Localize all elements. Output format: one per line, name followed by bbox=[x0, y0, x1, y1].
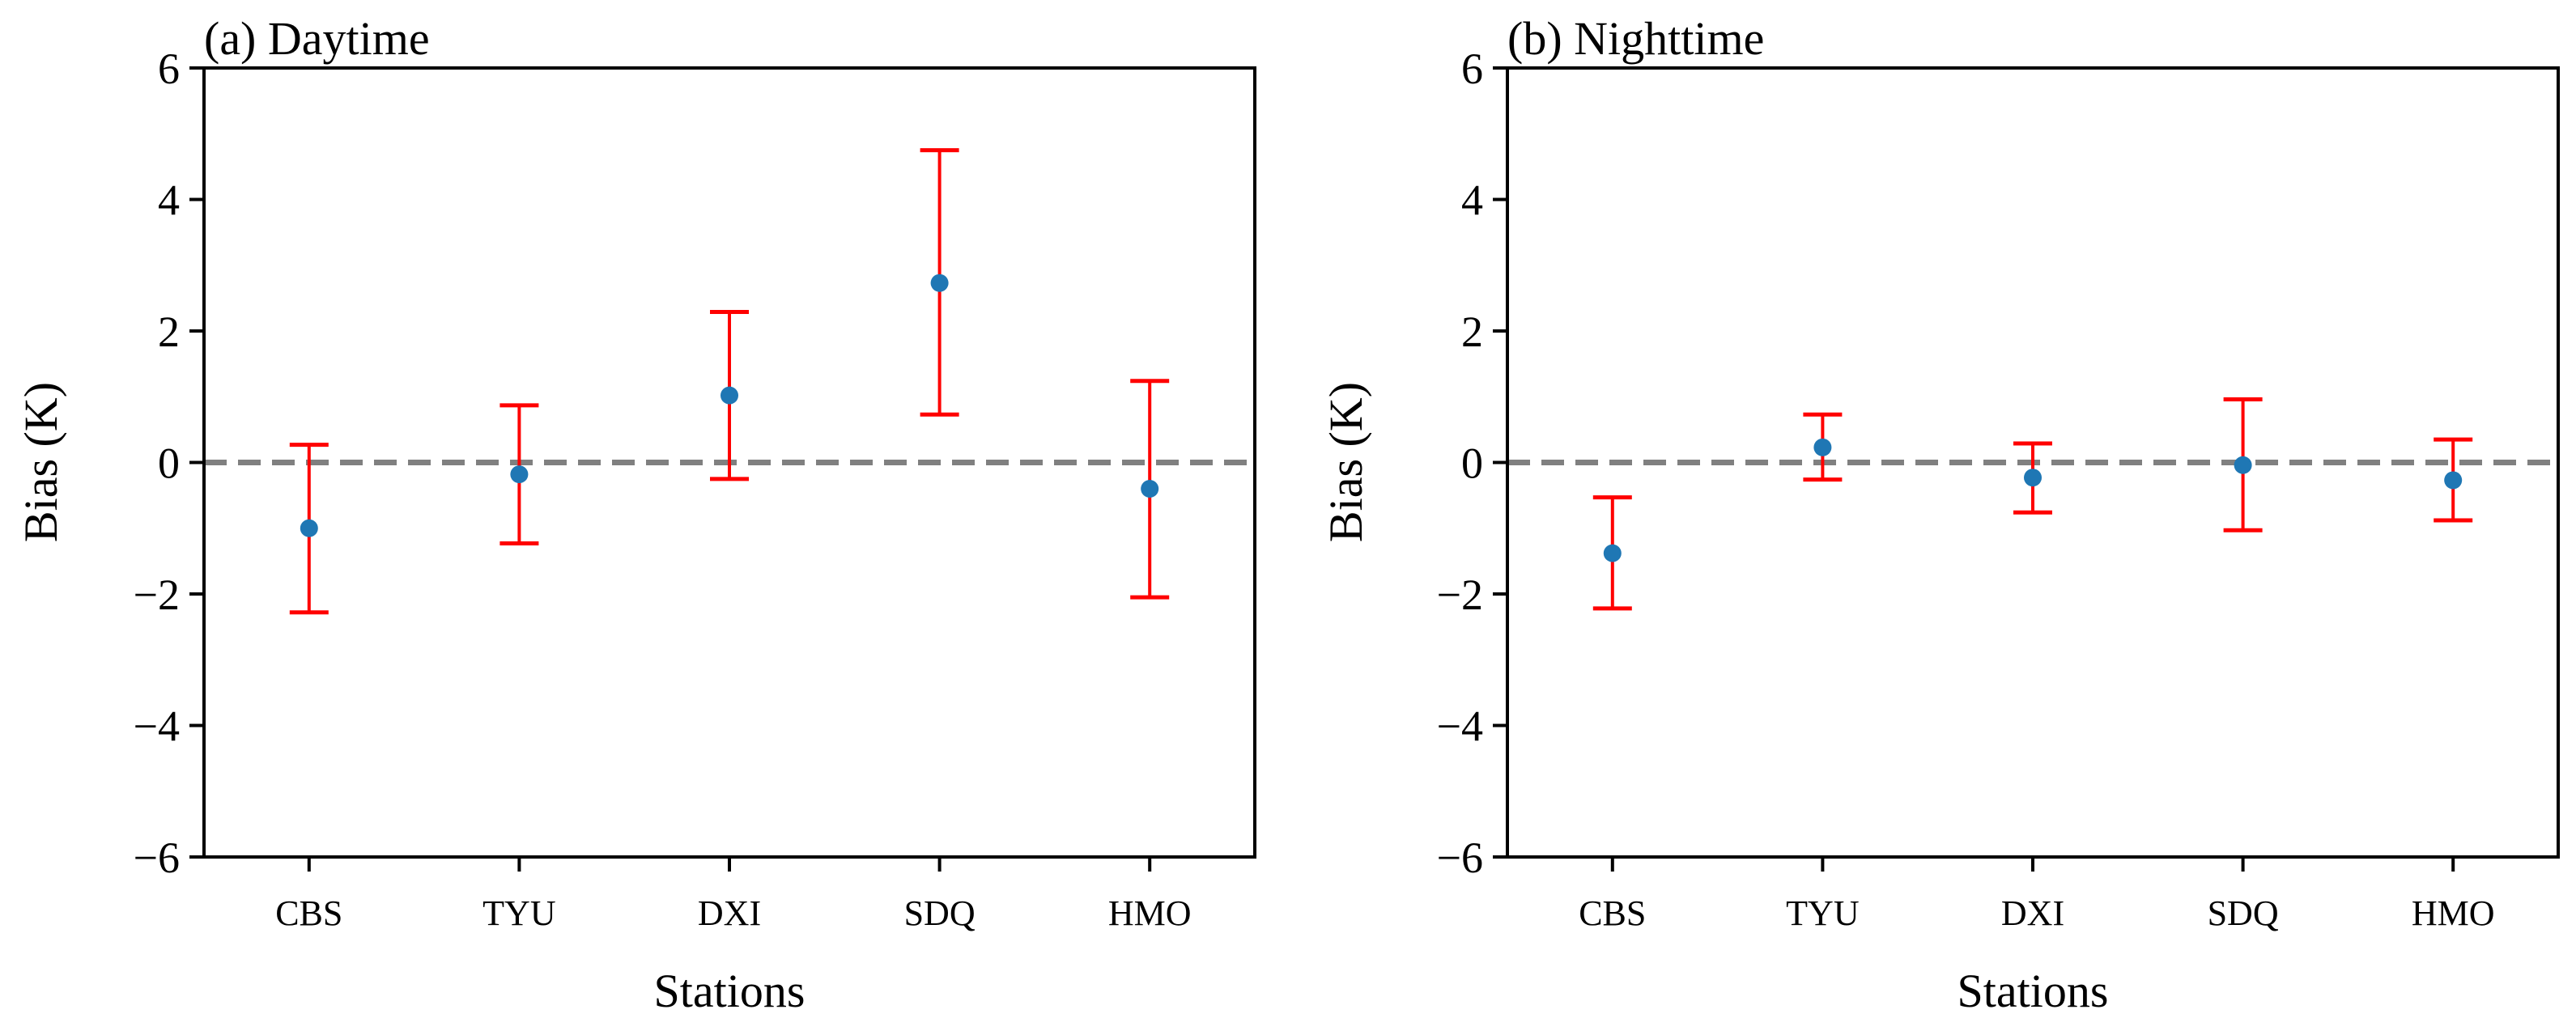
plot-area: CBS TYU DXI SDQ HMO 6 4 2 0 −2 −4 −6 bbox=[1437, 45, 2560, 933]
y-tick-label: 4 bbox=[158, 176, 180, 225]
x-tick-label: CBS bbox=[1579, 893, 1646, 933]
y-axis-label: Bias (K) bbox=[15, 382, 67, 542]
x-tick-label: SDQ bbox=[2208, 893, 2279, 933]
data-point-HMO bbox=[2444, 471, 2463, 490]
y-tick-label: 0 bbox=[158, 439, 180, 488]
x-tick-label: TYU bbox=[1786, 893, 1859, 933]
data-point-DXI bbox=[721, 386, 738, 405]
y-tick-label: −2 bbox=[1437, 571, 1483, 619]
x-tick-label: DXI bbox=[698, 893, 761, 933]
y-tick-label: −6 bbox=[1437, 834, 1483, 882]
y-tick-label: −2 bbox=[134, 571, 180, 619]
axes-frame bbox=[202, 66, 1256, 859]
axes-frame bbox=[1506, 66, 2560, 859]
panel-title: (b) Nighttime bbox=[1507, 12, 1764, 65]
x-tick-label: SDQ bbox=[904, 893, 976, 933]
y-tick-label: 6 bbox=[1461, 45, 1483, 93]
y-tick-label: −4 bbox=[1437, 702, 1483, 751]
data-point-HMO bbox=[1141, 480, 1159, 498]
y-tick-label: −6 bbox=[134, 834, 180, 882]
data-point-TYU bbox=[1813, 438, 1832, 456]
x-axis-label: Stations bbox=[654, 965, 806, 1017]
panel-title: (a) Daytime bbox=[204, 12, 430, 65]
plot-area: CBS TYU DXI SDQ HMO 6 4 2 0 −2 −4 −6 bbox=[134, 45, 1256, 933]
y-tick-label: −4 bbox=[134, 702, 180, 751]
x-tick-label: DXI bbox=[2001, 893, 2064, 933]
panel-nighttime: (b) Nighttime Stations Bias (K) CBS TYU DX… bbox=[1320, 12, 2560, 1017]
panel-daytime: (a) Daytime Stations Bias (K) CBS TYU DXI S… bbox=[15, 12, 1256, 1017]
y-tick-label: 2 bbox=[1461, 308, 1483, 356]
y-tick-label: 6 bbox=[158, 45, 180, 93]
data-point-CBS bbox=[300, 519, 318, 537]
x-tick-label: HMO bbox=[2412, 893, 2495, 933]
y-tick-label: 4 bbox=[1461, 176, 1483, 225]
data-point-DXI bbox=[2024, 469, 2042, 487]
y-tick-label: 0 bbox=[1461, 439, 1483, 488]
data-point-SDQ bbox=[930, 274, 949, 292]
y-tick-label: 2 bbox=[158, 308, 180, 356]
data-point-TYU bbox=[510, 465, 529, 484]
x-tick-label: CBS bbox=[275, 893, 342, 933]
data-point-SDQ bbox=[2234, 456, 2252, 474]
x-axis-label: Stations bbox=[1958, 965, 2109, 1017]
x-tick-label: HMO bbox=[1108, 893, 1192, 933]
data-point-CBS bbox=[1603, 544, 1622, 562]
x-tick-label: TYU bbox=[482, 893, 555, 933]
y-axis-label: Bias (K) bbox=[1320, 382, 1372, 542]
